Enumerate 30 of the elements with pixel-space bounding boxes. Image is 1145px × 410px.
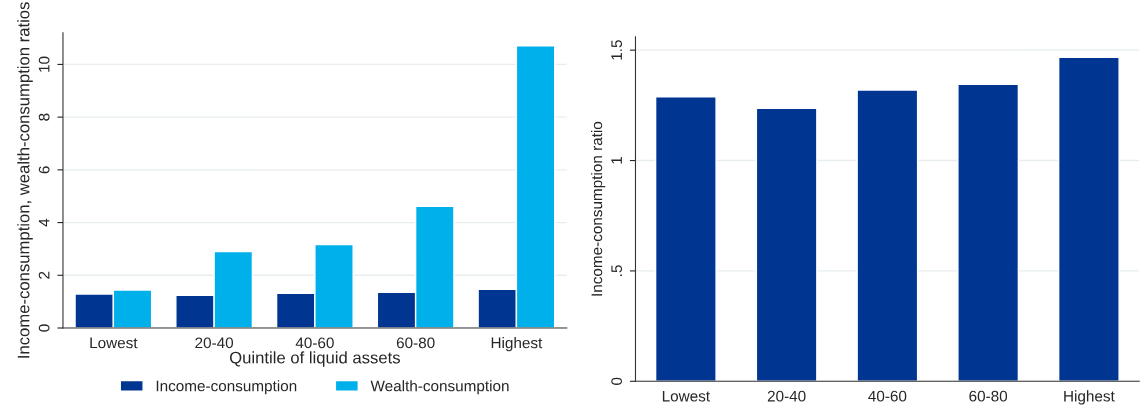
y-tick-label: 10 [38,56,50,72]
y-tick-label: 0 [611,377,623,385]
y-tick-label: 1 [611,157,622,164]
x-tick-label: Lowest [90,337,138,349]
legend-label: Income-consumption [156,380,297,395]
x-tick-label: 40-60 [868,390,907,402]
y-tick-label: 2 [38,271,50,279]
y-tick-label: 4 [38,218,50,227]
x-tick-label: Lowest [662,390,710,402]
bar [1057,56,1120,382]
bar [755,107,818,382]
x-tick-label: 20-40 [195,337,234,349]
x-tick-label: Highest [491,337,543,352]
bar [654,96,717,382]
y-tick-label: 8 [38,113,50,121]
x-tick-label: 20-40 [767,390,806,402]
y-tick-label: 0 [38,324,50,332]
y-tick-label: 6 [38,166,50,174]
bar [856,89,919,382]
y-axis-title: Income-consumption ratio [591,121,606,296]
x-tick-label: 60-80 [396,337,435,349]
x-tick-label: Highest [1064,390,1115,405]
x-axis-title: Quintile of liquid assets [229,351,400,367]
x-tick-label: 60-80 [969,390,1008,402]
y-axis-title: Income-consumption, wealth-consumption ratios [17,2,33,358]
y-tick-label: 1.5 [611,40,623,60]
bar [957,83,1020,382]
x-tick-label: 40-60 [295,337,334,349]
y-tick-label: .5 [611,265,623,276]
legend-label: Wealth-consumption [370,380,509,395]
